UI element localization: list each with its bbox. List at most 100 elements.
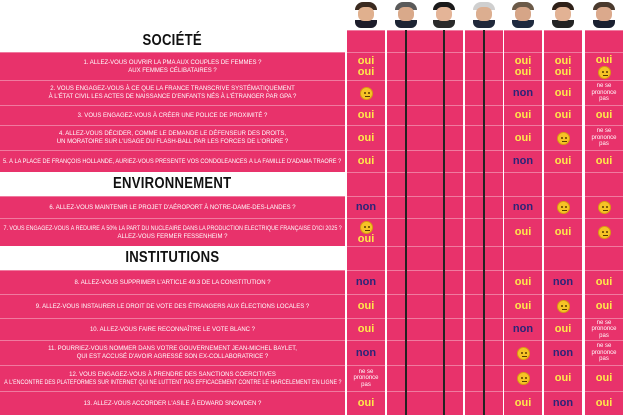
answer-cell — [544, 294, 582, 318]
answer-cell: oui — [585, 365, 623, 391]
answer-ne-se-prononce-pas: ne se prononce pas — [353, 368, 379, 388]
answer-non: non — [552, 346, 574, 359]
section-heading: ENVIRONNEMENT — [0, 172, 345, 196]
answer-oui: oui — [357, 323, 375, 335]
question-text: 2. Vous engagez-vous à ce que la France … — [50, 86, 295, 92]
answer-cell: non — [504, 196, 542, 218]
question-row: 12. Vous engagez-vous à prendre des sanc… — [0, 365, 345, 391]
answer-cell: oui — [585, 52, 623, 80]
answer-oui: oui — [595, 397, 613, 409]
section-title: ENVIRONNEMENT — [113, 175, 232, 192]
answer-cell: oui — [347, 294, 385, 318]
answer-cell: oui — [544, 365, 582, 391]
section-cell — [585, 172, 623, 196]
answer-cell: oui — [347, 105, 385, 125]
answer-oui: oui — [357, 232, 375, 245]
answer-cell: oui — [585, 391, 623, 415]
answer-cell: oui oui — [544, 52, 582, 80]
section-cell — [347, 172, 385, 196]
answer-oui: oui — [514, 276, 532, 288]
answer-oui: oui — [554, 65, 572, 78]
answer-cell — [585, 196, 623, 218]
section-cell — [585, 30, 623, 52]
question-text: Allez-vous fermer Fessenheim ? — [117, 233, 228, 240]
question-row: 5. À la place de François Hollande, auri… — [0, 150, 345, 172]
answer-oui: oui — [514, 131, 532, 144]
question-text: à l'encontre des plateformes sur interne… — [3, 379, 342, 386]
answer-cell: oui oui — [504, 52, 542, 80]
answer-cell: oui — [544, 105, 582, 125]
answer-oui: oui — [554, 323, 572, 335]
answer-oui: oui — [554, 86, 572, 99]
answer-cell — [544, 196, 582, 218]
answer-non: non — [355, 276, 377, 288]
candidate-portrait-2 — [395, 2, 417, 28]
answer-oui: oui — [554, 54, 572, 67]
answer-cell: oui oui — [347, 52, 385, 80]
answer-oui: oui — [514, 54, 532, 67]
column-divider — [405, 30, 407, 415]
answer-cell: non — [544, 391, 582, 415]
question-text: qui est accusé d'avoir agressé son ex-co… — [76, 354, 269, 360]
answer-ne-se-prononce-pas: ne se prononce pas — [591, 83, 617, 103]
candidate-portrait-4 — [473, 2, 495, 28]
answer-oui: oui — [554, 155, 572, 167]
section-cell — [544, 246, 582, 270]
candidate-portrait-5 — [512, 2, 534, 28]
answer-non: non — [355, 201, 377, 213]
candidate-header — [585, 0, 623, 30]
answer-cell: oui — [544, 150, 582, 172]
question-text: un moratoire sur l'usage du flash-ball p… — [56, 139, 289, 145]
answer-cell: ne se prononce pas — [585, 125, 623, 150]
question-text: 3. Vous engagez-vous à créer une police … — [77, 112, 268, 119]
answer-non: non — [512, 155, 534, 167]
question-text: 4. Allez-vous décider, comme le demande … — [58, 131, 287, 137]
answer-cell: oui — [504, 270, 542, 294]
answer-cell — [347, 80, 385, 105]
question-text: 12. Vous engagez-vous à prendre des sanc… — [69, 371, 276, 378]
answer-oui: oui — [357, 155, 375, 167]
answer-cell: ne se prononce pas — [585, 340, 623, 365]
answer-oui: oui — [357, 397, 375, 409]
question-text: 7. Vous engagez-vous à réduire à 50% la … — [3, 225, 342, 232]
section-title: INSTITUTIONS — [125, 249, 220, 266]
question-row: 11. Pourriez-vous nommer dans votre gouv… — [0, 340, 345, 365]
answer-cell — [504, 365, 542, 391]
thinking-face-icon — [597, 201, 611, 214]
thinking-face-icon — [556, 131, 570, 145]
question-text: 11. Pourriez-vous nommer dans votre gouv… — [48, 346, 297, 352]
thinking-face-icon — [516, 372, 530, 385]
question-text: 6. Allez-vous maintenir le projet d'aéro… — [49, 204, 296, 211]
candidate-portrait-7 — [593, 2, 615, 28]
answer-cell — [504, 340, 542, 365]
answer-cell: oui — [347, 391, 385, 415]
answer-cell: oui — [504, 105, 542, 125]
question-row: 7. Vous engagez-vous à réduire à 50% la … — [0, 218, 345, 246]
answer-cell: ne se prononce pas — [585, 318, 623, 340]
candidate-portrait-6 — [552, 2, 574, 28]
answer-cell: non — [544, 270, 582, 294]
answer-oui: oui — [514, 226, 532, 238]
thinking-face-icon — [556, 201, 570, 214]
answer-oui: oui — [514, 397, 532, 409]
answer-oui: oui — [595, 109, 613, 121]
answer-oui: oui — [595, 300, 613, 312]
question-text: à l'état civil les actes de naissance d'… — [48, 94, 297, 100]
answer-cell: oui — [544, 218, 582, 246]
question-text: aux femmes célibataires ? — [128, 67, 217, 74]
question-text: 10. Allez-vous faire reconnaître le vote… — [89, 326, 256, 333]
answer-cell: oui — [585, 150, 623, 172]
candidate-header — [387, 0, 425, 30]
question-row: 9. Allez-vous instaurer le droit de vote… — [0, 294, 345, 318]
answer-cell: oui — [347, 150, 385, 172]
answer-cell: oui — [347, 318, 385, 340]
answer-non: non — [512, 323, 534, 335]
question-text: 1. Allez-vous ouvrir la PMA aux couples … — [83, 59, 262, 66]
answer-cell — [544, 125, 582, 150]
answer-oui: oui — [357, 300, 375, 312]
candidate-header — [425, 0, 463, 30]
answer-cell: oui — [347, 125, 385, 150]
section-heading: INSTITUTIONS — [0, 246, 345, 270]
answer-oui: oui — [357, 131, 375, 144]
candidate-header — [465, 0, 503, 30]
